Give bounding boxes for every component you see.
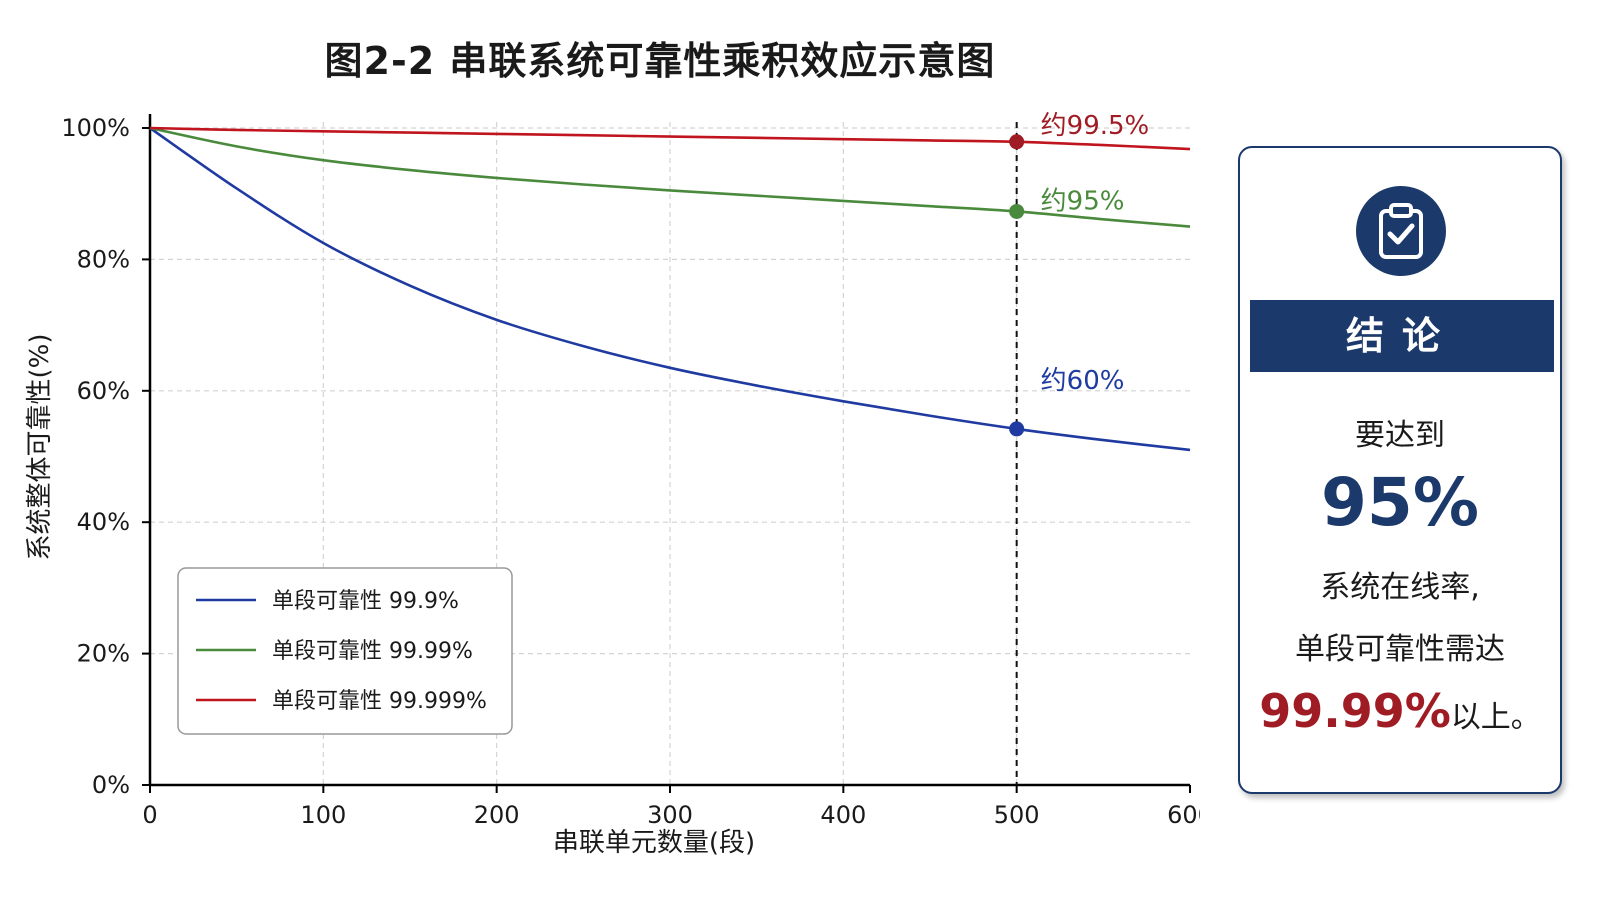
conclusion-line1: 要达到 [1355,418,1445,453]
annotation-marker-3 [1009,421,1025,437]
legend-label-3: 单段可靠性 99.999% [272,689,487,714]
y-tick-label: 0% [92,771,130,799]
annotation-label-1: 约99.5% [1041,111,1150,141]
clipboard-check-icon [1356,186,1446,276]
x-axis-label: 串联单元数量(段) [553,828,755,858]
conclusion-panel: 结论 要达到 95% 系统在线率, 单段可靠性需达 99.99%以上。 [1238,146,1562,794]
x-tick-label: 200 [474,801,520,829]
y-tick-label: 80% [77,245,130,273]
x-tick-label: 100 [300,801,346,829]
x-tick-label: 600 [1167,801,1200,829]
legend-box [177,567,513,735]
x-tick-label: 300 [647,801,693,829]
x-tick-label: 500 [994,801,1040,829]
legend: 单段可靠性 99.9% 单段可靠性 99.99% 单段可靠性 99.999% [177,567,513,735]
y-tick-label: 40% [77,508,130,536]
annotation-label-3: 约60% [1041,366,1125,396]
annotation-marker-1 [1009,134,1025,150]
conclusion-header: 结论 [1250,300,1554,372]
x-tick-label: 0 [142,801,157,829]
annotation-marker-2 [1009,203,1025,219]
required-reliability-value: 99.99% [1259,684,1451,738]
legend-label-1: 单段可靠性 99.9% [272,589,459,614]
y-tick-label: 100% [61,114,130,142]
required-reliability-suffix: 以上。 [1450,700,1541,735]
axes: 0% 20% 40% 60% 80% 100% 0 100 200 300 400 500 600 [61,114,1200,829]
y-axis-label: 系统整体可靠性(%) [25,334,55,561]
legend-label-2: 单段可靠性 99.99% [272,639,473,664]
conclusion-line3: 单段可靠性需达 [1295,632,1505,667]
y-tick-label: 20% [77,640,130,668]
chart-title: 图2-2 串联系统可靠性乘积效应示意图 [324,39,996,83]
annotations: 约99.5% 约95% 约60% [1009,111,1149,437]
annotation-label-2: 约95% [1041,186,1125,216]
x-tick-label: 400 [820,801,866,829]
target-availability-value: 95% [1321,464,1479,541]
y-tick-label: 60% [77,377,130,405]
conclusion-line2: 系统在线率, [1320,570,1480,605]
reliability-chart: 0% 20% 40% 60% 80% 100% 0 100 200 300 400 500 600 约9… [25,111,1200,858]
conclusion-line4: 99.99%以上。 [1240,684,1560,738]
